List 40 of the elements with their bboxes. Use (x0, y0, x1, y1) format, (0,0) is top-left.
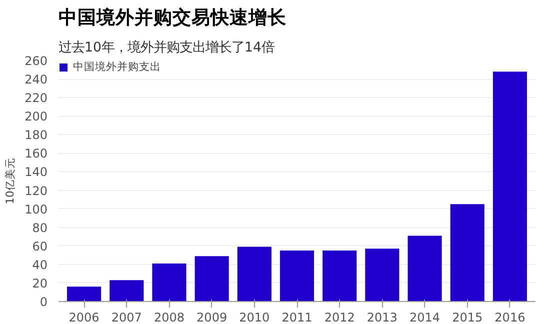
y-tick-label: 200 (24, 110, 48, 124)
bar (492, 72, 527, 302)
bar (408, 236, 442, 302)
bar (322, 250, 357, 302)
y-tick-label: 220 (24, 91, 48, 106)
legend-label: 中国境外并购支出 (73, 60, 161, 74)
y-tick-label: 20 (32, 276, 48, 290)
x-tick-label: 2006 (68, 310, 100, 324)
bar (110, 280, 144, 302)
y-tick-label: 100 (24, 202, 48, 216)
y-axis-title: 10亿美元 (4, 158, 17, 204)
x-tick-label: 2008 (154, 310, 185, 324)
bar (152, 263, 186, 302)
y-tick-label: 120 (24, 184, 48, 198)
bar (450, 204, 484, 302)
x-tick-label: 2009 (196, 310, 228, 324)
y-tick-label: 240 (24, 72, 48, 87)
x-tick-label: 2013 (366, 310, 398, 324)
x-tick-label: 2015 (452, 310, 483, 324)
y-tick-label: 80 (32, 220, 48, 235)
bar (237, 246, 272, 302)
x-tick-label: 2010 (239, 310, 270, 324)
x-tick-label: 2007 (111, 310, 142, 324)
y-tick-label: 160 (24, 146, 48, 161)
x-tick-label: 2016 (494, 310, 526, 324)
y-tick-label: 40 (32, 258, 48, 272)
y-tick-label: 180 (24, 128, 48, 142)
chart-title: 中国境外并购交易快速增长 (58, 6, 288, 28)
x-tick-label: 2014 (410, 310, 440, 324)
y-tick-label: 60 (32, 239, 48, 254)
bar (194, 256, 229, 302)
bar (280, 250, 314, 302)
x-tick-label: 2012 (324, 310, 355, 324)
x-tick-label: 2011 (282, 310, 312, 324)
y-tick-label: 260 (24, 54, 48, 68)
y-tick-label: 0 (40, 295, 48, 309)
chart-subtitle: 过去10年，境外并购支出增长了14倍 (58, 40, 274, 56)
bar (67, 286, 102, 302)
y-tick-label: 140 (24, 165, 48, 180)
bar (365, 248, 400, 302)
